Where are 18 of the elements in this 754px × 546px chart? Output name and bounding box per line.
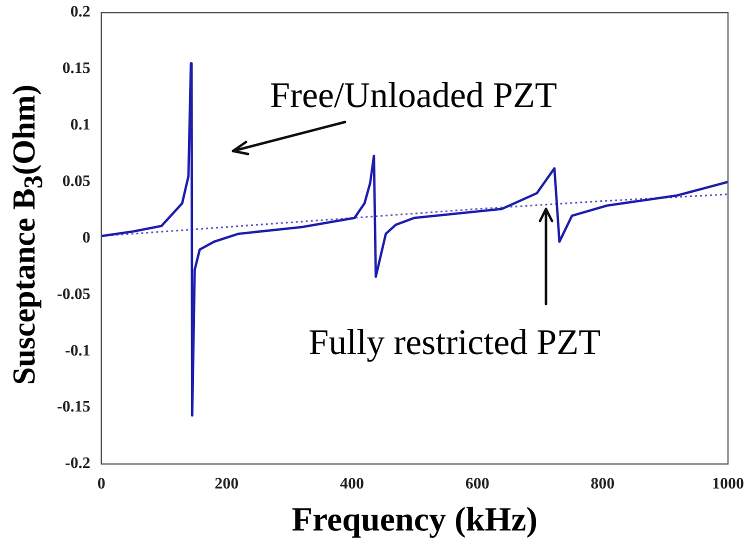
x-tick-label: 400 [340, 476, 364, 493]
x-tick-label: 800 [590, 476, 615, 493]
x-tick-label: 600 [465, 476, 490, 493]
y-tick-label: 0.05 [62, 173, 90, 190]
y-tick-label: -0.05 [57, 286, 90, 303]
annotation: Fully restricted PZT [308, 322, 601, 362]
y-tick-label: 0 [82, 229, 90, 246]
y-tick-label: -0.1 [65, 342, 90, 360]
y-tick-label: 0.2 [70, 4, 90, 21]
y-tick-label: -0.2 [65, 455, 90, 472]
x-axis-title: Frequency (kHz) [292, 501, 538, 538]
x-tick-label: 1000 [712, 476, 744, 493]
y-tick-label: 0.1 [70, 116, 90, 134]
x-tick-label: 200 [214, 476, 239, 493]
y-tick-label: -0.15 [57, 398, 90, 416]
annotation: Free/Unloaded PZT [270, 75, 557, 115]
y-tick-label: 0.15 [62, 60, 90, 78]
x-tick-label: 0 [97, 476, 106, 493]
